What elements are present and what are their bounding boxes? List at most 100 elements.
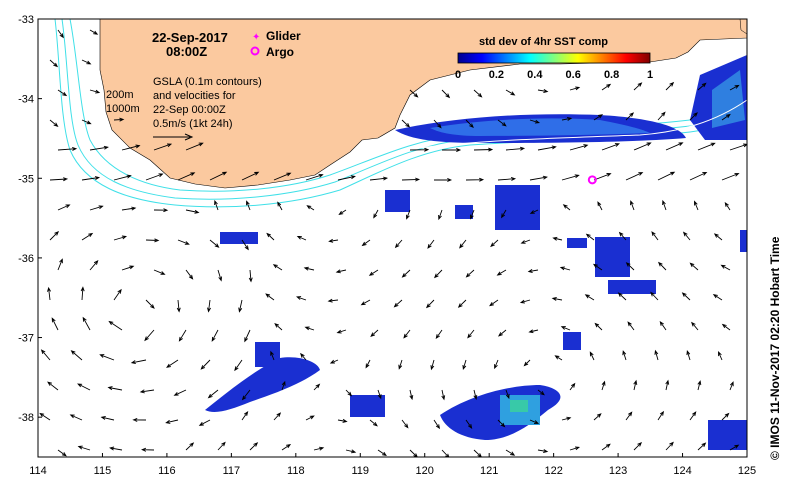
velocity-arrow <box>107 386 123 391</box>
velocity-arrow <box>625 262 635 271</box>
velocity-arrow <box>529 419 540 424</box>
velocity-arrow <box>100 416 115 421</box>
velocity-arrow <box>505 89 516 96</box>
x-tick-label: 125 <box>738 465 756 477</box>
isobath-200-label: 200m <box>106 89 134 101</box>
velocity-arrow <box>141 447 155 452</box>
velocity-arrow <box>593 413 602 421</box>
argo-float-marker <box>587 175 597 185</box>
sst-patches <box>205 55 747 450</box>
velocity-arrow <box>401 269 411 278</box>
velocity-arrow <box>593 173 612 181</box>
velocity-arrow <box>89 29 99 35</box>
velocity-arrow <box>211 329 219 342</box>
velocity-arrow <box>77 445 91 451</box>
velocity-arrow <box>490 239 499 248</box>
velocity-arrow <box>601 83 612 91</box>
velocity-arrow <box>657 111 666 121</box>
velocity-arrow <box>47 286 51 301</box>
velocity-arrow <box>241 411 249 421</box>
velocity-arrow <box>697 442 707 451</box>
velocity-arrow <box>505 449 516 456</box>
velocity-arrow <box>724 201 731 211</box>
velocity-arrow <box>329 359 339 364</box>
velocity-arrow <box>497 329 507 337</box>
velocity-arrow <box>327 298 339 303</box>
velocity-arrow <box>113 174 132 181</box>
velocity-arrow <box>459 239 467 249</box>
velocity-arrow <box>559 266 571 271</box>
velocity-arrow <box>519 299 531 304</box>
velocity-arrow <box>473 89 483 98</box>
velocity-arrow <box>462 359 467 370</box>
velocity-arrow <box>657 171 676 181</box>
velocity-arrow <box>633 379 638 391</box>
velocity-arrow <box>409 147 430 152</box>
x-tick-label: 114 <box>29 465 47 477</box>
velocity-arrow <box>561 174 580 181</box>
velocity-arrow <box>47 381 59 391</box>
colorbar <box>457 52 651 64</box>
velocity-arrow <box>49 59 59 68</box>
velocity-arrow <box>234 359 243 372</box>
velocity-arrow <box>304 326 315 331</box>
velocity-arrow <box>594 322 603 331</box>
velocity-arrow <box>523 359 531 367</box>
velocity-arrow <box>473 389 478 401</box>
velocity-arrow <box>729 143 747 151</box>
velocity-arrow <box>244 329 251 343</box>
velocity-arrow <box>713 233 723 241</box>
velocity-arrow <box>689 262 699 271</box>
velocity-arrow <box>145 238 160 243</box>
velocity-arrow <box>562 204 571 211</box>
velocity-arrows <box>39 29 747 457</box>
colorbar-tick-label: 0.2 <box>489 69 504 81</box>
velocity-arrow <box>81 119 92 125</box>
velocity-arrow <box>434 269 443 279</box>
velocity-arrow <box>569 382 576 391</box>
velocity-arrow <box>497 176 517 181</box>
credit-label: © IMOS 11-Nov-2017 02:20 Hobart Time <box>768 236 782 460</box>
colorbar-title: std dev of 4hr SST comp <box>479 36 608 48</box>
velocity-arrow <box>665 441 674 451</box>
velocity-arrow <box>274 323 283 331</box>
velocity-arrow <box>177 239 190 245</box>
velocity-arrow <box>165 419 179 424</box>
velocity-arrow <box>401 419 409 429</box>
argo-legend-icon <box>250 46 260 56</box>
x-tick-label: 122 <box>544 465 562 477</box>
velocity-arrow <box>659 320 667 331</box>
gsla-line3: 22-Sep 00:00Z <box>153 104 226 116</box>
velocity-arrow <box>81 232 94 241</box>
colorbar-tick-label: 1 <box>647 69 653 81</box>
velocity-arrow <box>277 201 283 211</box>
velocity-arrow <box>40 349 51 361</box>
velocity-arrow <box>721 412 730 421</box>
x-tick-label: 118 <box>287 465 305 477</box>
velocity-arrow <box>618 231 627 241</box>
velocity-arrow <box>657 261 667 271</box>
velocity-arrow <box>697 142 716 151</box>
velocity-arrow <box>121 265 135 271</box>
velocity-arrow <box>633 142 652 151</box>
velocity-arrow <box>551 297 563 301</box>
velocity-arrow <box>465 269 475 278</box>
velocity-arrow <box>80 286 85 301</box>
velocity-arrow <box>505 389 510 400</box>
velocity-arrow <box>537 389 545 396</box>
velocity-arrow <box>597 201 603 211</box>
argo-legend: Argo <box>250 45 294 59</box>
velocity-arrow <box>241 389 251 401</box>
x-tick-label: 116 <box>158 465 176 477</box>
velocity-arrow <box>328 238 339 243</box>
velocity-arrow <box>585 233 595 241</box>
y-tick-label: -35 <box>18 173 34 185</box>
velocity-arrow <box>209 171 228 181</box>
velocity-arrow <box>185 142 204 151</box>
velocity-arrow <box>273 412 282 421</box>
velocity-arrow <box>601 143 620 151</box>
date-label: 22-Sep-2017 <box>152 30 228 45</box>
y-axis: -33 -34 -35 -36 -37 -38 <box>18 14 42 424</box>
velocity-arrow <box>132 417 147 422</box>
